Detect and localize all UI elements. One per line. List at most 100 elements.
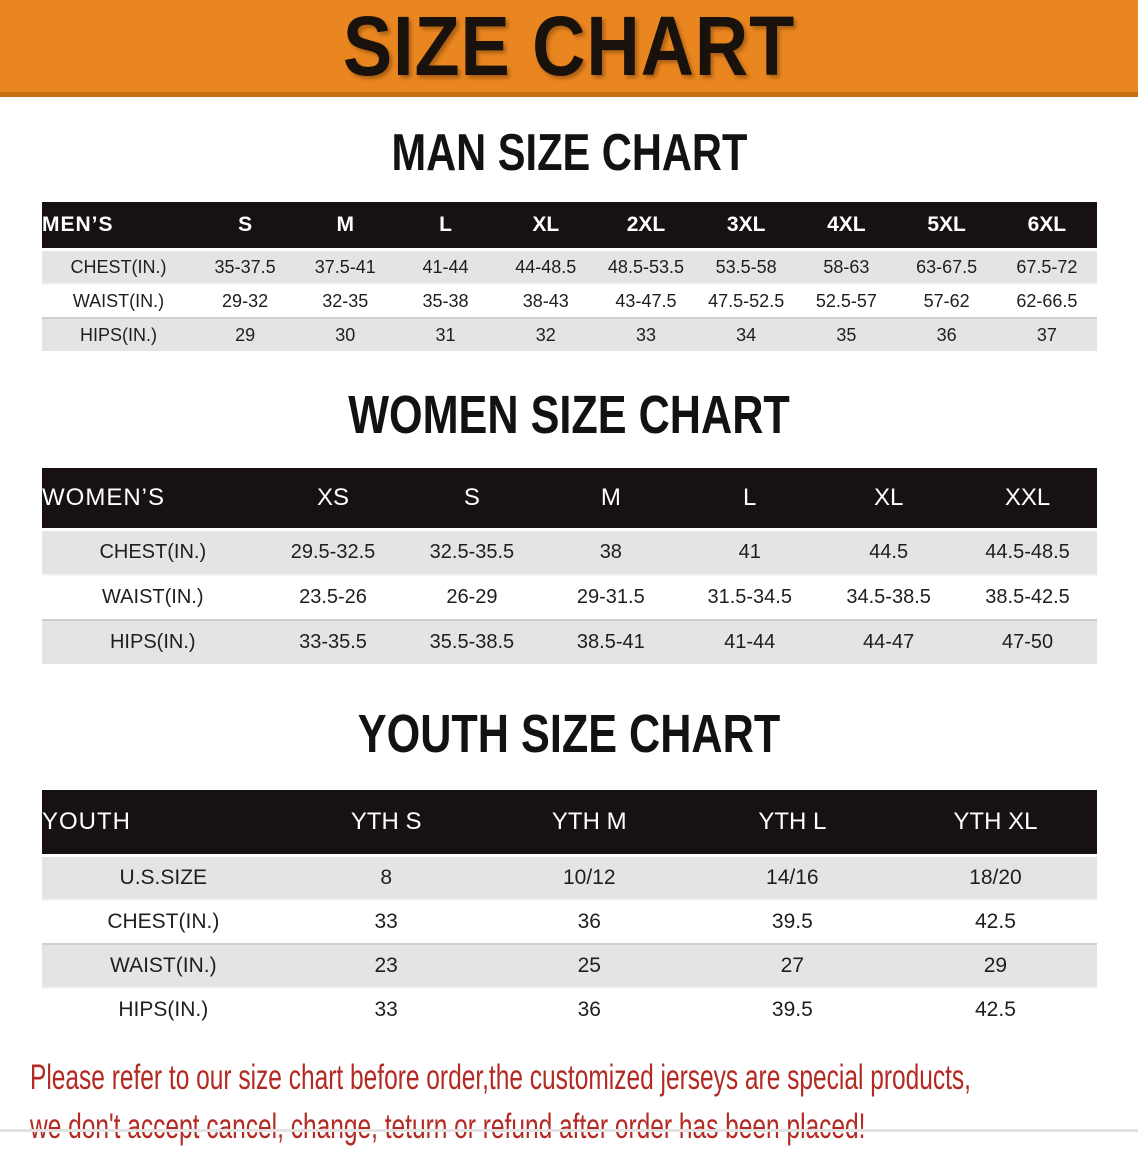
table-row: WAIST(IN.) 23.5-26 26-29 29-31.5 31.5-34.5 34… (42, 574, 1097, 620)
size-value-cell: 44.5 (819, 528, 959, 575)
size-value-cell: 29.5-32.5 (263, 528, 403, 575)
size-value-cell: 18/20 (893, 854, 1097, 900)
table-row: CHEST(IN.) 29.5-32.5 32.5-35.5 38 41 44.5 44.5… (42, 528, 1097, 575)
row-label: HIPS(IN.) (42, 987, 285, 1031)
size-value-cell: 44-48.5 (495, 248, 596, 284)
table-row: CHEST(IN.) 35-37.5 37.5-41 41-44 44-48.5 48.5… (42, 248, 1097, 284)
size-value-cell: 39.5 (690, 899, 894, 944)
men-group-label: MEN’S (42, 202, 195, 250)
row-label: HIPS(IN.) (42, 619, 264, 664)
size-value-cell: 32-35 (295, 283, 396, 318)
size-value-cell: 52.5-57 (796, 283, 897, 318)
youth-header-row: YOUTH YTH S YTH M YTH L YTH XL (42, 790, 1097, 856)
size-value-cell: 37.5-41 (295, 248, 396, 284)
row-label: WAIST(IN.) (42, 283, 195, 318)
size-value-cell: 34.5-38.5 (819, 574, 959, 620)
women-table-container: WOMEN’S XS S M L XL XXL CHEST(IN.) 29.5-32.5 32.5… (42, 468, 1097, 664)
size-value-cell: 47-50 (958, 619, 1097, 664)
women-size-table: WOMEN’S XS S M L XL XXL CHEST(IN.) 29.5-32.5 32.5… (42, 468, 1097, 664)
women-header-row: WOMEN’S XS S M L XL XXL (42, 468, 1097, 530)
size-value-cell: 67.5-72 (996, 248, 1097, 284)
column-header: XXL (958, 468, 1097, 530)
column-header: XS (263, 468, 403, 530)
size-value-cell: 35-37.5 (194, 248, 296, 284)
column-header: XL (819, 468, 959, 530)
column-header: 2XL (595, 202, 697, 250)
size-value-cell: 31.5-34.5 (680, 574, 820, 620)
size-value-cell: 29-31.5 (541, 574, 681, 620)
size-value-cell: 42.5 (893, 899, 1097, 944)
page-title: SIZE CHART (342, 0, 796, 93)
column-header: YTH L (690, 790, 894, 856)
column-header: 6XL (996, 202, 1097, 250)
size-value-cell: 57-62 (896, 283, 997, 318)
size-value-cell: 39.5 (690, 987, 894, 1031)
column-header: S (194, 202, 296, 250)
women-group-label: WOMEN’S (42, 468, 264, 530)
size-value-cell: 41 (680, 528, 820, 575)
size-value-cell: 47.5-52.5 (696, 283, 797, 318)
table-row: HIPS(IN.) 33 36 39.5 42.5 (42, 987, 1097, 1031)
column-header: 5XL (896, 202, 997, 250)
section-youth: YOUTH SIZE CHART YOUTH YTH S YTH M YTH L YTH… (0, 707, 1138, 1031)
men-table-container: MEN’S S M L XL 2XL 3XL 4XL 5XL 6XL CHEST(IN.) 35-37… (42, 202, 1097, 351)
size-value-cell: 23.5-26 (263, 574, 403, 620)
size-value-cell: 36 (487, 899, 691, 944)
youth-group-label: YOUTH (42, 790, 285, 856)
size-value-cell: 41-44 (680, 619, 820, 664)
size-value-cell: 10/12 (487, 854, 691, 900)
size-value-cell: 26-29 (402, 574, 542, 620)
row-label: HIPS(IN.) (42, 317, 195, 351)
row-label: WAIST(IN.) (42, 943, 285, 988)
size-value-cell: 25 (487, 943, 691, 988)
men-size-table: MEN’S S M L XL 2XL 3XL 4XL 5XL 6XL CHEST(IN.) 35-37… (42, 202, 1097, 351)
table-row: HIPS(IN.) 29 30 31 32 33 34 35 36 37 (42, 317, 1097, 351)
column-header: 4XL (796, 202, 897, 250)
size-value-cell: 29 (194, 317, 296, 351)
size-value-cell: 42.5 (893, 987, 1097, 1031)
size-value-cell: 35-38 (395, 283, 496, 318)
column-header: 3XL (696, 202, 797, 250)
size-value-cell: 30 (295, 317, 396, 351)
men-section-title: MAN SIZE CHART (391, 124, 747, 182)
column-header: YTH S (284, 790, 488, 856)
size-value-cell: 53.5-58 (696, 248, 797, 284)
column-header: YTH M (487, 790, 691, 856)
section-men: MAN SIZE CHART MEN’S S M L XL 2XL 3XL 4XL 5XL 6XL… (0, 127, 1138, 351)
size-value-cell: 29-32 (194, 283, 296, 318)
size-value-cell: 35 (796, 317, 897, 351)
size-value-cell: 35.5-38.5 (402, 619, 542, 664)
column-header: YTH XL (893, 790, 1097, 856)
size-value-cell: 38.5-41 (541, 619, 681, 664)
table-row: U.S.SIZE 8 10/12 14/16 18/20 (42, 854, 1097, 900)
size-value-cell: 38.5-42.5 (958, 574, 1097, 620)
size-value-cell: 14/16 (690, 854, 894, 900)
row-label: CHEST(IN.) (42, 248, 195, 284)
size-value-cell: 44-47 (819, 619, 959, 664)
table-row: CHEST(IN.) 33 36 39.5 42.5 (42, 899, 1097, 944)
size-value-cell: 33 (284, 899, 488, 944)
row-label: WAIST(IN.) (42, 574, 264, 620)
column-header: M (541, 468, 681, 530)
size-value-cell: 62-66.5 (996, 283, 1097, 318)
table-row: HIPS(IN.) 33-35.5 35.5-38.5 38.5-41 41-44 44-… (42, 619, 1097, 664)
youth-size-table: YOUTH YTH S YTH M YTH L YTH XL U.S.SIZE 8 10/12… (42, 790, 1097, 1031)
size-value-cell: 37 (996, 317, 1097, 351)
size-value-cell: 31 (395, 317, 496, 351)
footer-notice: Please refer to our size chart before or… (30, 1053, 1138, 1151)
size-value-cell: 48.5-53.5 (595, 248, 697, 284)
size-value-cell: 58-63 (796, 248, 897, 284)
size-value-cell: 43-47.5 (595, 283, 697, 318)
section-women: WOMEN SIZE CHART WOMEN’S XS S M L XL XXL CHEST(… (0, 388, 1138, 664)
column-header: S (402, 468, 542, 530)
size-value-cell: 44.5-48.5 (958, 528, 1097, 575)
size-value-cell: 33-35.5 (263, 619, 403, 664)
notice-line-1: Please refer to our size chart before or… (30, 1058, 971, 1097)
size-value-cell: 8 (284, 854, 488, 900)
size-value-cell: 36 (487, 987, 691, 1031)
youth-section-title: YOUTH SIZE CHART (357, 704, 781, 764)
table-row: WAIST(IN.) 23 25 27 29 (42, 943, 1097, 988)
row-label: U.S.SIZE (42, 854, 285, 900)
size-value-cell: 32 (495, 317, 596, 351)
